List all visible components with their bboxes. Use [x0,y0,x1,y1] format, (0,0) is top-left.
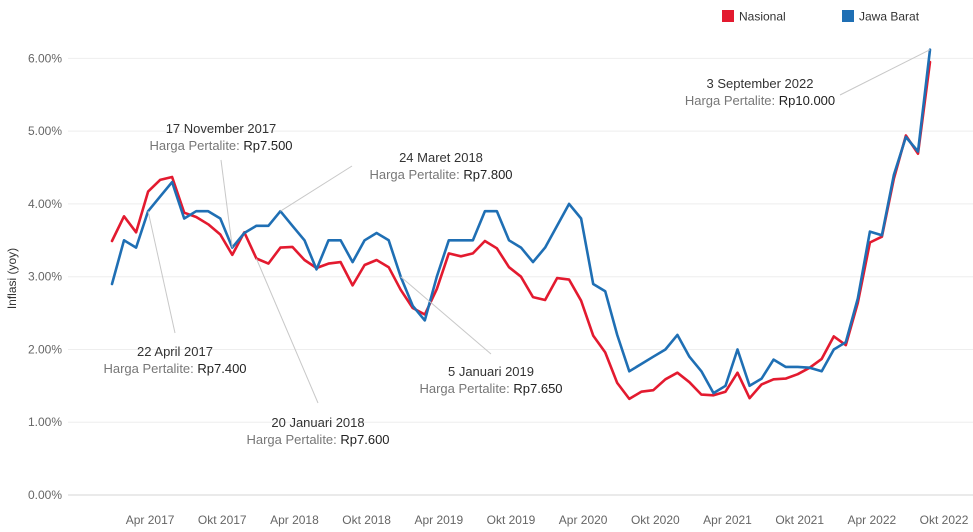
annotation: 5 Januari 2019 Harga Pertalite: Rp7.650 [419,364,562,396]
y-axis-ticks: 0.00% 1.00% 2.00% 3.00% 4.00% 5.00% 6.00% [28,51,62,502]
legend-swatch [722,10,734,22]
x-tick-label: Okt 2021 [775,513,824,527]
annotation-price-value: Rp7.650 [513,381,562,396]
x-tick-label: Okt 2018 [342,513,391,527]
y-tick-label: 4.00% [28,197,62,211]
annotation-leader [839,49,931,96]
annotation-price-label: Harga Pertalite: [369,167,463,182]
annotation-price: Harga Pertalite: Rp7.800 [369,167,512,182]
annotation-price: Harga Pertalite: Rp7.650 [419,381,562,396]
annotation-leader [400,276,492,355]
x-tick-label: Apr 2019 [414,513,463,527]
annotation-date: 17 November 2017 [166,121,277,136]
x-tick-label: Okt 2020 [631,513,680,527]
series-line-nasional [110,60,932,401]
annotation-price-label: Harga Pertalite: [149,138,243,153]
annotation-price-value: Rp7.500 [243,138,292,153]
y-tick-label: 3.00% [28,270,62,284]
annotation-price-value: Rp7.400 [197,361,246,376]
y-tick-label: 6.00% [28,51,62,65]
legend-label: Nasional [739,10,786,24]
x-tick-label: Okt 2022 [920,513,969,527]
legend-label: Jawa Barat [859,10,920,24]
x-tick-label: Okt 2017 [198,513,247,527]
annotation: 24 Maret 2018 Harga Pertalite: Rp7.800 [369,150,512,182]
series-lines [110,48,932,401]
annotation-price-label: Harga Pertalite: [685,93,779,108]
y-tick-label: 1.00% [28,415,62,429]
annotation-date: 22 April 2017 [137,344,213,359]
annotation: 3 September 2022 Harga Pertalite: Rp10.00… [685,76,835,108]
y-tick-label: 2.00% [28,342,62,356]
annotation-leader [147,211,176,334]
x-tick-label: Okt 2019 [487,513,536,527]
legend: Nasional Jawa Barat [722,10,920,24]
annotation-leader [255,258,319,404]
y-tick-label: 5.00% [28,124,62,138]
x-tick-label: Apr 2017 [126,513,175,527]
x-axis-ticks: Apr 2017 Okt 2017 Apr 2018 Okt 2018 Apr 2019… [126,513,969,527]
annotation-price: Harga Pertalite: Rp7.600 [246,432,389,447]
gridlines [68,57,973,496]
annotation-price: Harga Pertalite: Rp10.000 [685,93,835,108]
annotation-price: Harga Pertalite: Rp7.400 [103,361,246,376]
annotation: 17 November 2017 Harga Pertalite: Rp7.500 [149,121,292,153]
x-tick-label: Apr 2020 [559,513,608,527]
annotation-price-value: Rp7.800 [463,167,512,182]
annotation: 20 Januari 2018 Harga Pertalite: Rp7.600 [246,415,389,447]
annotation: 22 April 2017 Harga Pertalite: Rp7.400 [103,344,246,376]
annotation-date: 5 Januari 2019 [448,364,534,379]
annotation-price-label: Harga Pertalite: [246,432,340,447]
annotation-date: 3 September 2022 [707,76,814,91]
annotation-price: Harga Pertalite: Rp7.500 [149,138,292,153]
annotation-labels: 22 April 2017 Harga Pertalite: Rp7.400 17 … [103,76,835,447]
legend-swatch [842,10,854,22]
annotation-price-value: Rp10.000 [779,93,835,108]
x-tick-label: Apr 2021 [703,513,752,527]
annotation-leader-lines [147,49,931,404]
annotation-date: 24 Maret 2018 [399,150,483,165]
annotation-price-label: Harga Pertalite: [419,381,513,396]
annotation-date: 20 Januari 2018 [271,415,364,430]
series-line-jawa-barat [110,48,932,395]
annotation-leader [220,159,233,248]
x-tick-label: Apr 2018 [270,513,319,527]
annotation-price-value: Rp7.600 [340,432,389,447]
annotation-price-label: Harga Pertalite: [103,361,197,376]
y-axis-label: Inflasi (yoy) [5,248,19,309]
y-tick-label: 0.00% [28,488,62,502]
annotation-leader [280,165,353,212]
x-tick-label: Apr 2022 [848,513,897,527]
